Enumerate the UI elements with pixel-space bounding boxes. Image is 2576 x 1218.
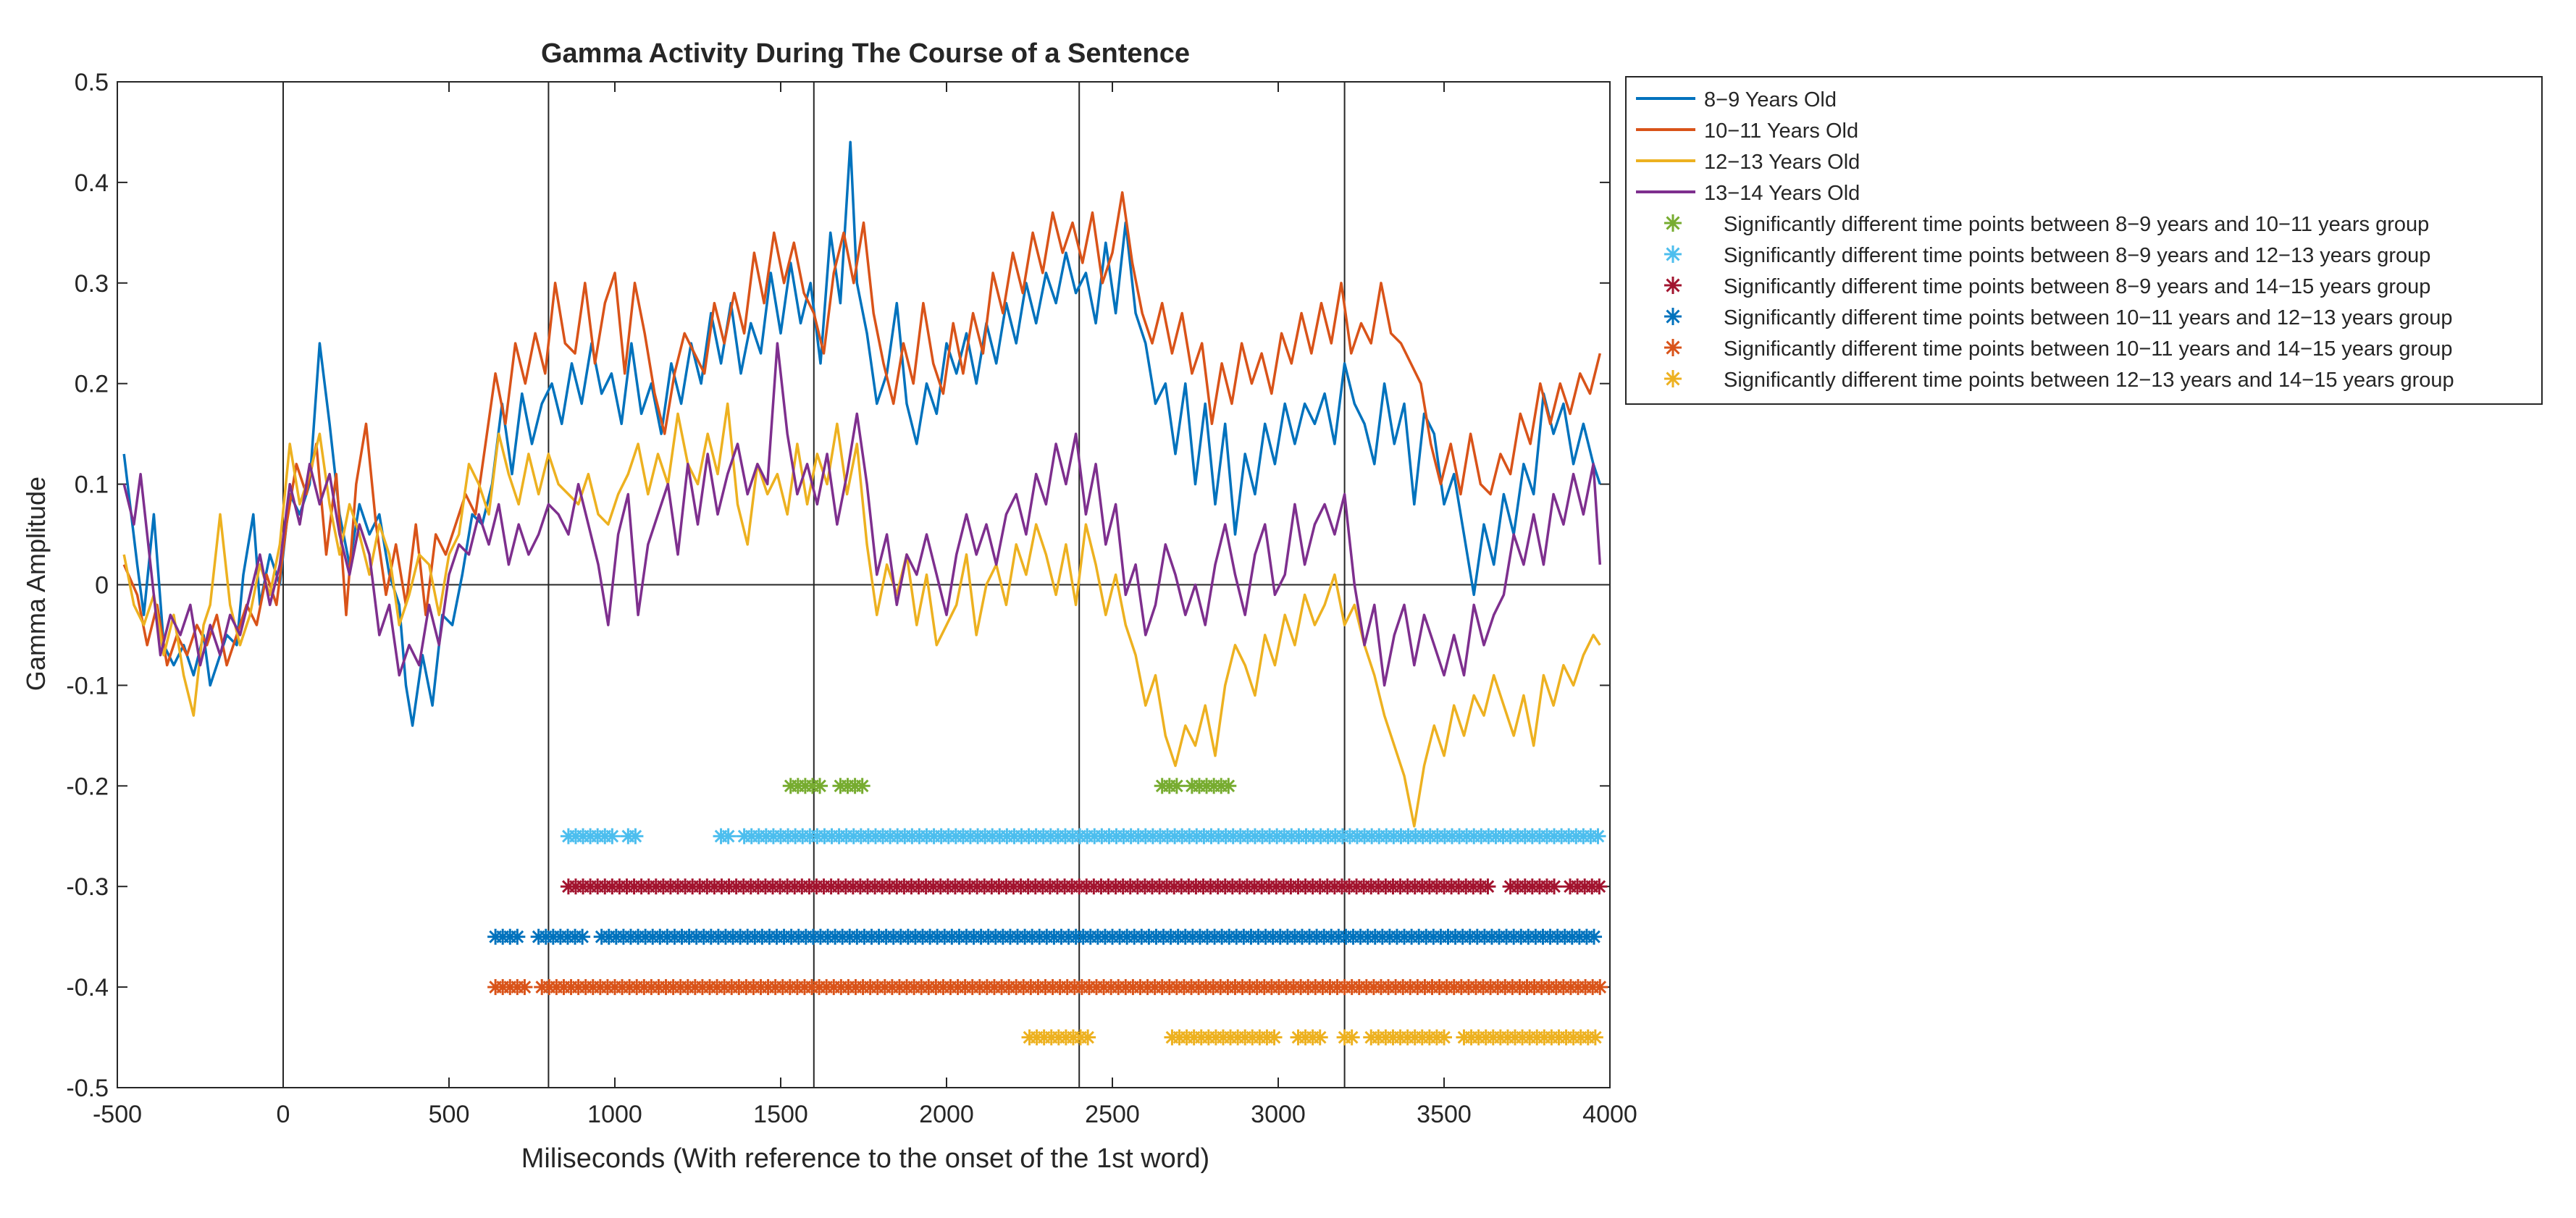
significance-marker	[812, 778, 828, 794]
y-tick-label: -0.5	[66, 1075, 109, 1102]
significance-marker	[854, 778, 870, 794]
significance-markers	[487, 778, 1608, 1046]
significance-marker	[1168, 778, 1185, 794]
legend-label: Significantly different time points betw…	[1724, 275, 2430, 298]
legend-label: 13−14 Years Old	[1704, 182, 1860, 205]
legend-marker-swatch	[1664, 308, 1682, 325]
y-tick-label: 0	[95, 572, 109, 600]
legend-marker-swatch	[1664, 277, 1682, 294]
series-line-2	[122, 191, 1601, 667]
significance-marker	[509, 928, 526, 945]
legend-label: 8−9 Years Old	[1704, 88, 1837, 112]
legend-entry: Significantly different time points betw…	[1664, 213, 2429, 236]
significance-marker	[1587, 1029, 1603, 1046]
legend-marker-swatch	[1664, 245, 1682, 263]
significance-marker	[516, 979, 533, 996]
legend-label: 12−13 Years Old	[1704, 151, 1860, 174]
legend-marker-swatch	[1664, 339, 1682, 356]
significance-marker	[1343, 1029, 1360, 1046]
series-line-1	[122, 140, 1601, 727]
significance-marker	[720, 828, 737, 844]
x-tick-label: -500	[93, 1101, 142, 1128]
marker-row-5	[487, 979, 1608, 996]
marker-row-1	[782, 778, 1237, 794]
y-tick-label: -0.2	[66, 773, 109, 800]
marker-row-2	[560, 828, 1606, 844]
significance-marker	[1480, 878, 1496, 895]
significance-marker	[1591, 878, 1608, 895]
significance-marker	[627, 828, 644, 844]
legend-entry: Significantly different time points betw…	[1664, 337, 2453, 361]
legend-entry: 8−9 Years Old	[1636, 88, 1837, 112]
marker-row-6	[1021, 1029, 1603, 1046]
legend-label: 10−11 Years Old	[1704, 119, 1858, 143]
legend-box	[1625, 76, 2543, 405]
legend: 8−9 Years Old 10−11 Years Old 12−13 Years …	[1625, 76, 2543, 405]
marker-row-3	[560, 878, 1608, 895]
x-tick-label: 3000	[1251, 1101, 1306, 1128]
y-tick-label: -0.1	[66, 672, 109, 700]
chart-title: Gamma Activity During The Course of a Se…	[541, 38, 1190, 69]
y-tick-label: 0.4	[75, 169, 109, 197]
y-tick-label: 0.2	[75, 371, 109, 398]
legend-label: Significantly different time points betw…	[1724, 337, 2453, 361]
series-lines	[122, 140, 1602, 828]
legend-entry: Significantly different time points betw…	[1664, 275, 2430, 298]
significance-marker	[1220, 778, 1237, 794]
y-tick-label: 0.1	[75, 471, 109, 499]
legend-entry: 13−14 Years Old	[1636, 182, 1860, 205]
legend-marker-swatch	[1664, 214, 1682, 232]
legend-entry: Significantly different time points betw…	[1664, 244, 2430, 267]
y-tick-label: 0.5	[75, 69, 109, 96]
y-axis-label: Gamma Amplitude	[21, 476, 51, 691]
significance-marker	[604, 828, 621, 844]
significance-marker	[1546, 878, 1563, 895]
significance-marker	[1312, 1029, 1328, 1046]
x-tick-label: 1000	[587, 1101, 642, 1128]
x-tick-label: 2000	[919, 1101, 974, 1128]
significance-marker	[574, 928, 591, 945]
legend-marker-swatch	[1664, 370, 1682, 387]
x-tick-label: 1500	[753, 1101, 808, 1128]
y-tick-label: -0.3	[66, 873, 109, 901]
legend-entry: 10−11 Years Old	[1636, 119, 1858, 143]
significance-marker	[1590, 828, 1606, 844]
significance-marker	[1080, 1029, 1096, 1046]
x-tick-label: 2500	[1085, 1101, 1140, 1128]
significance-marker	[1592, 979, 1608, 996]
legend-entry: Significantly different time points betw…	[1664, 369, 2454, 392]
legend-label: Significantly different time points betw…	[1724, 369, 2454, 392]
legend-label: Significantly different time points betw…	[1724, 244, 2430, 267]
legend-label: Significantly different time points betw…	[1724, 306, 2453, 329]
plot-area: -500 0 500 1000 1500 2000 2500 3000 3500 4000 -0.5…	[66, 69, 1637, 1128]
marker-row-4	[487, 928, 1603, 945]
x-tick-label: 0	[277, 1101, 290, 1128]
x-tick-label: 3500	[1417, 1101, 1472, 1128]
x-tick-label: 500	[429, 1101, 470, 1128]
y-tick-label: -0.4	[66, 974, 109, 1001]
significance-marker	[1436, 1029, 1452, 1046]
legend-label: Significantly different time points betw…	[1724, 213, 2429, 236]
series-line-4	[122, 342, 1602, 687]
legend-entry: 12−13 Years Old	[1636, 151, 1860, 174]
legend-entry: Significantly different time points betw…	[1664, 306, 2453, 329]
x-tick-label: 4000	[1582, 1101, 1637, 1128]
significance-marker	[1266, 1029, 1283, 1046]
significance-marker	[1586, 928, 1603, 945]
series-line-3	[122, 402, 1601, 828]
x-axis-label: Miliseconds (With reference to the onset…	[521, 1143, 1209, 1174]
y-tick-label: 0.3	[75, 270, 109, 298]
